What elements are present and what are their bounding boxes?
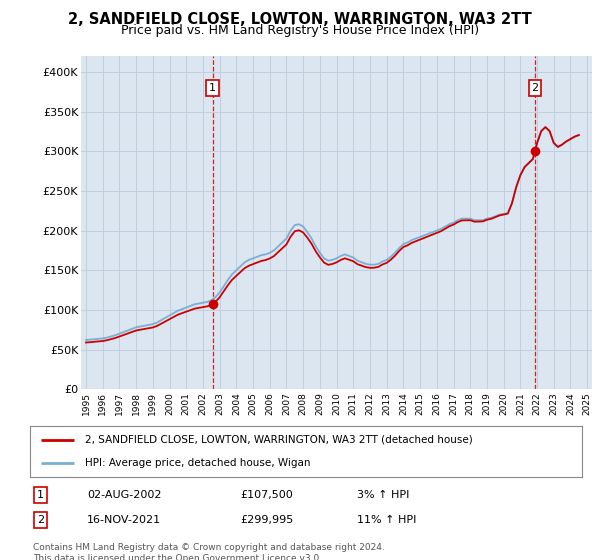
- Text: 11% ↑ HPI: 11% ↑ HPI: [357, 515, 416, 525]
- Text: 3% ↑ HPI: 3% ↑ HPI: [357, 490, 409, 500]
- Text: 2: 2: [37, 515, 44, 525]
- Text: £299,995: £299,995: [240, 515, 293, 525]
- Text: Price paid vs. HM Land Registry's House Price Index (HPI): Price paid vs. HM Land Registry's House …: [121, 24, 479, 37]
- Text: Contains HM Land Registry data © Crown copyright and database right 2024.
This d: Contains HM Land Registry data © Crown c…: [33, 543, 385, 560]
- Text: 2, SANDFIELD CLOSE, LOWTON, WARRINGTON, WA3 2TT: 2, SANDFIELD CLOSE, LOWTON, WARRINGTON, …: [68, 12, 532, 27]
- Text: 16-NOV-2021: 16-NOV-2021: [87, 515, 161, 525]
- Text: HPI: Average price, detached house, Wigan: HPI: Average price, detached house, Wiga…: [85, 458, 311, 468]
- Text: 02-AUG-2002: 02-AUG-2002: [87, 490, 161, 500]
- Text: 2: 2: [532, 83, 538, 93]
- Text: 1: 1: [209, 83, 216, 93]
- Text: £107,500: £107,500: [240, 490, 293, 500]
- Text: 1: 1: [37, 490, 44, 500]
- Text: 2, SANDFIELD CLOSE, LOWTON, WARRINGTON, WA3 2TT (detached house): 2, SANDFIELD CLOSE, LOWTON, WARRINGTON, …: [85, 435, 473, 445]
